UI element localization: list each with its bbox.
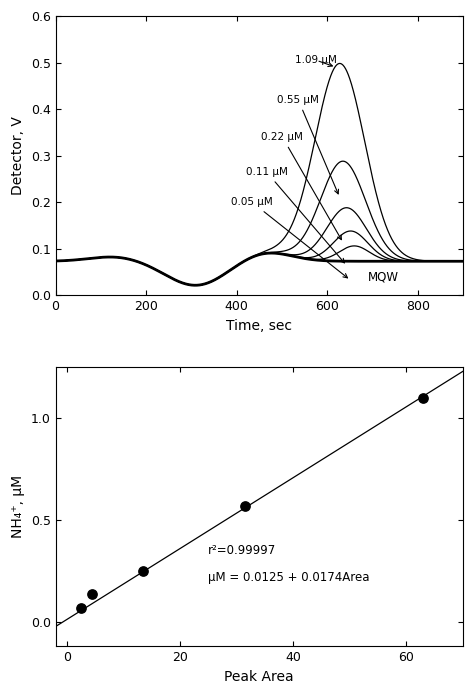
Point [77,602,85,613]
Text: 1.09 μM: 1.09 μM [295,56,337,67]
X-axis label: Peak Area: Peak Area [224,670,294,684]
Text: 0.22 μM: 0.22 μM [262,132,341,240]
Text: MQW: MQW [368,270,399,283]
Point [89,588,96,599]
Point [241,500,249,512]
Text: μM = 0.0125 + 0.0174Area: μM = 0.0125 + 0.0174Area [208,571,370,584]
Text: r²=0.99997: r²=0.99997 [208,544,276,557]
X-axis label: Time, sec: Time, sec [226,318,292,333]
Point [139,566,147,577]
Text: 0.11 μM: 0.11 μM [246,167,345,263]
Y-axis label: NH₄⁺, μM: NH₄⁺, μM [11,475,25,539]
Point [419,393,427,404]
Text: 0.05 μM: 0.05 μM [231,197,347,278]
Y-axis label: Detector, V: Detector, V [11,116,25,195]
Text: 0.55 μM: 0.55 μM [277,95,338,194]
